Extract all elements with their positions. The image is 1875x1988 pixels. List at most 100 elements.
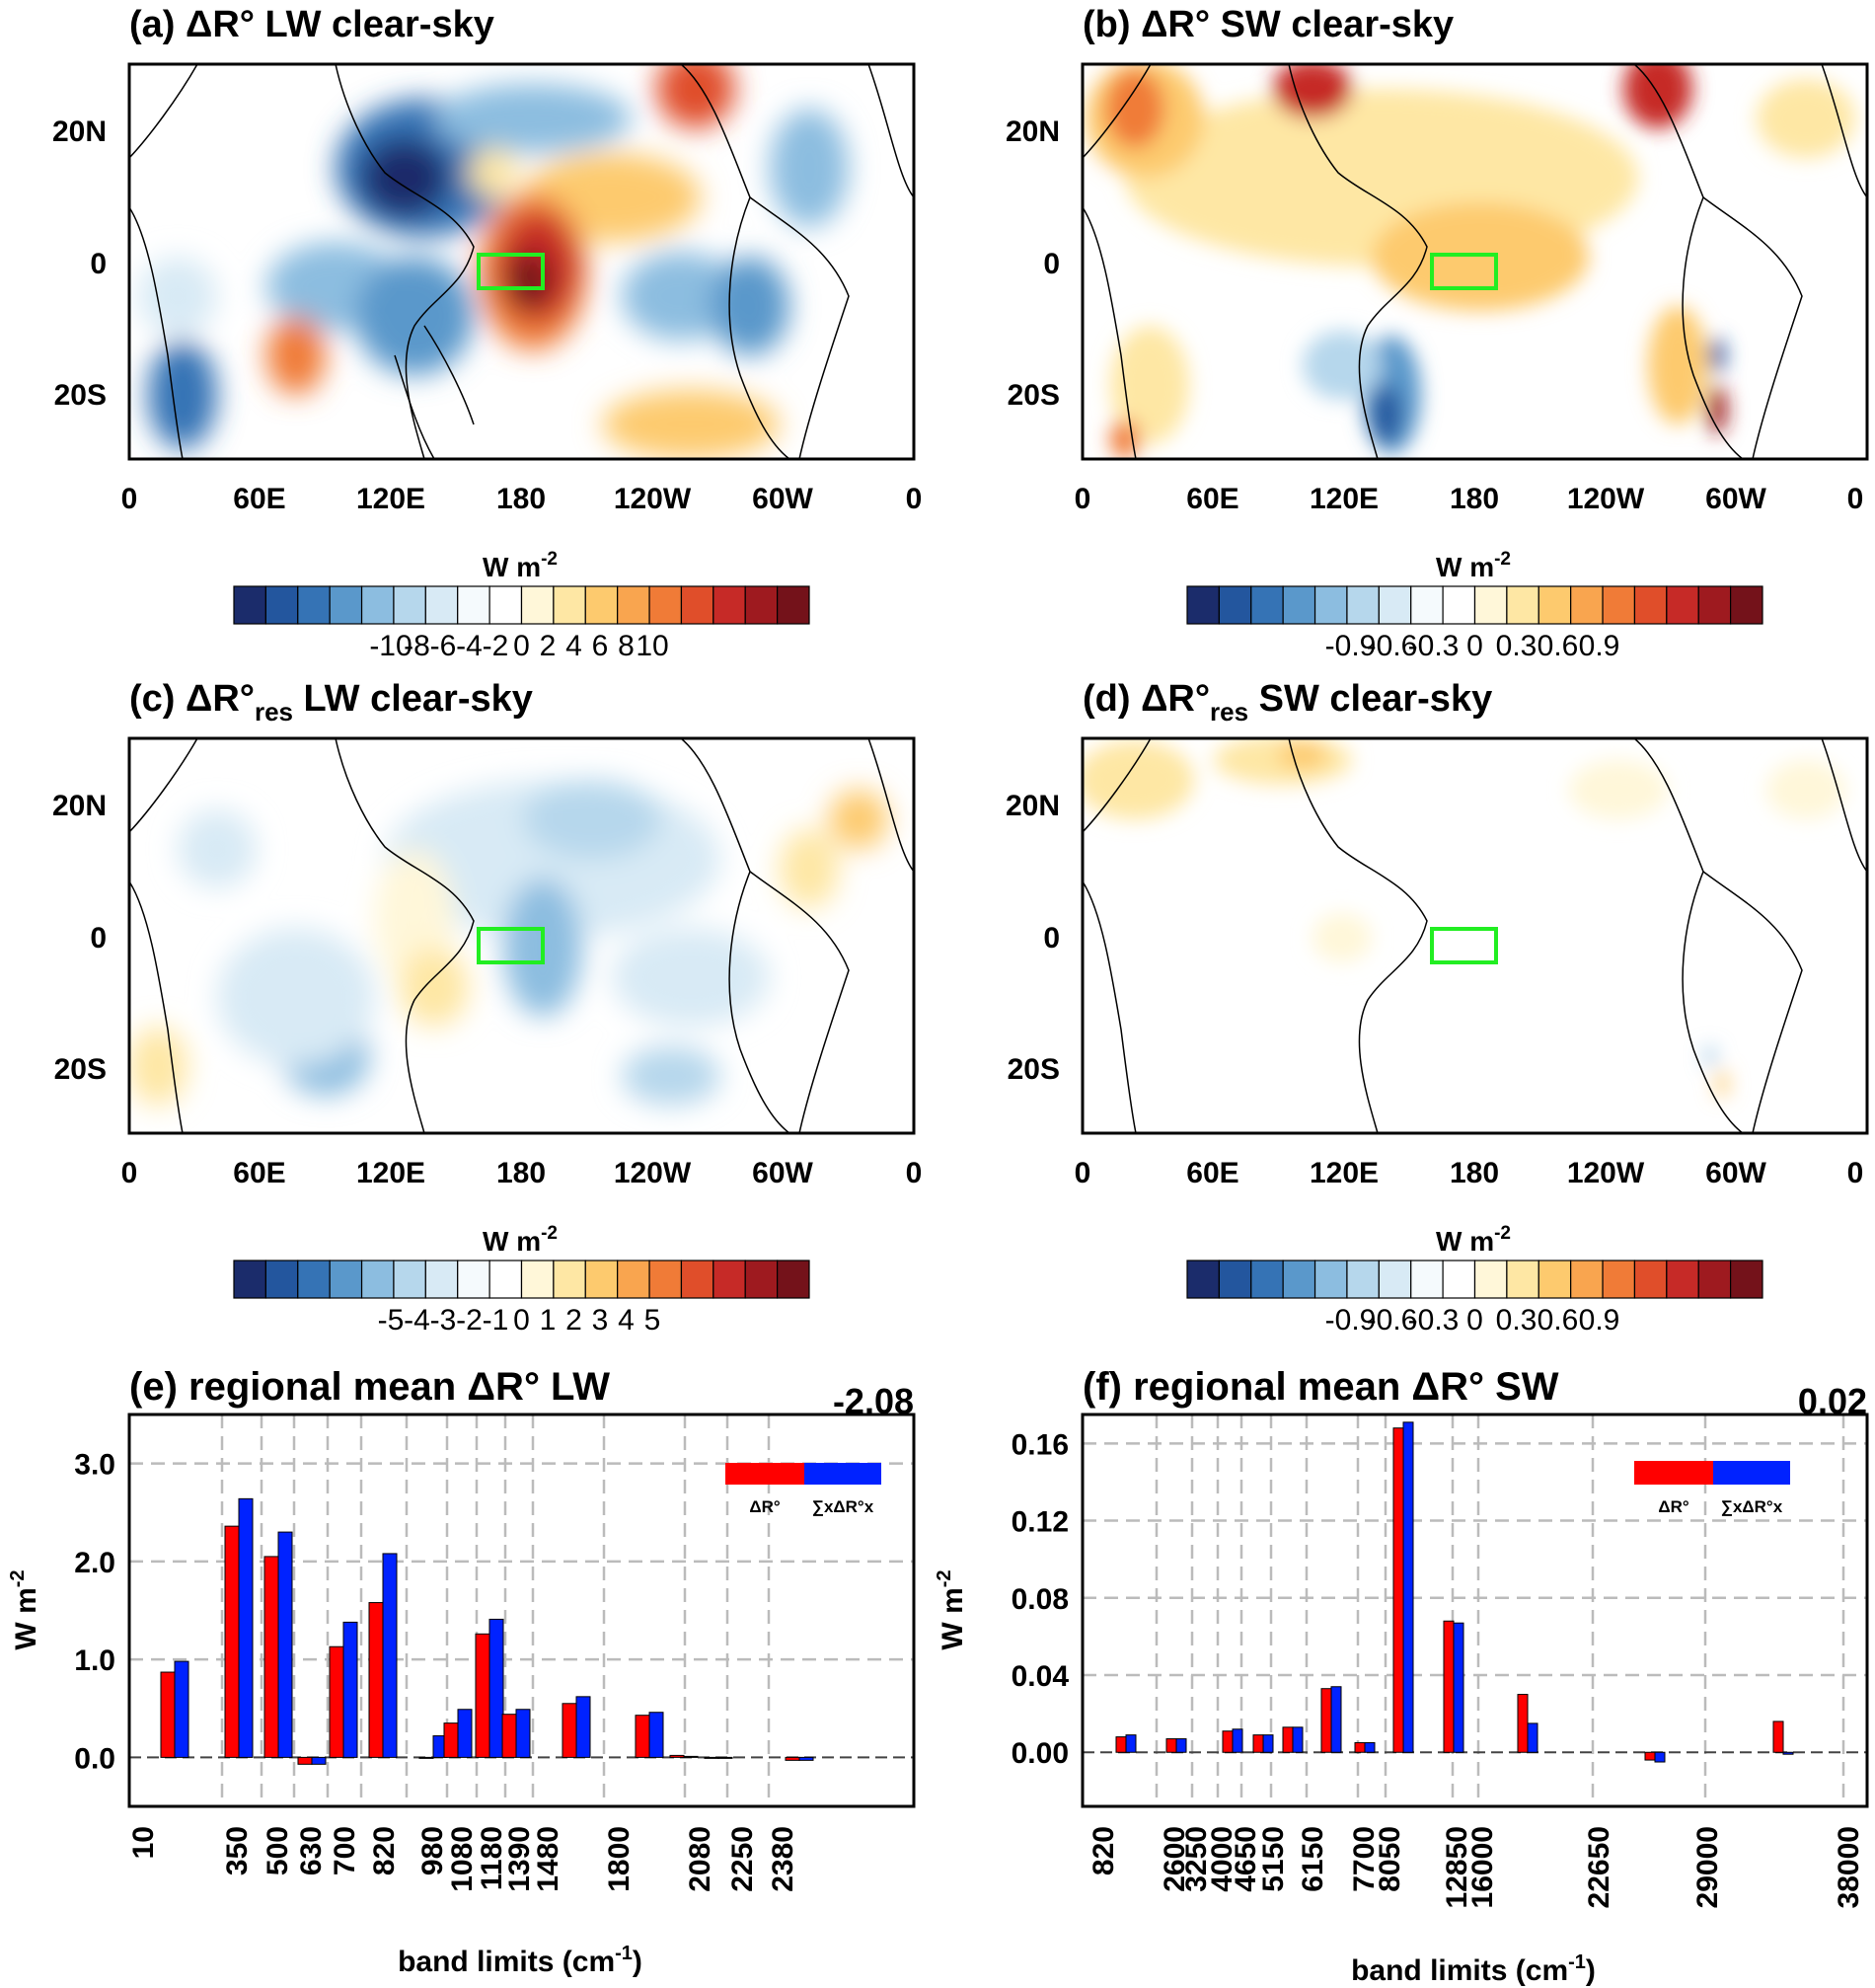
- bar-sum: [1175, 1738, 1187, 1753]
- colorbar-swatch: [457, 1260, 490, 1299]
- bar-dr: [1443, 1620, 1455, 1753]
- colorbar-swatch: [1506, 585, 1539, 625]
- colorbar-swatch: [777, 1260, 810, 1299]
- bar-dr: [501, 1714, 517, 1758]
- bar-dr: [297, 1756, 313, 1765]
- lat-tick: 20N: [52, 790, 107, 822]
- x-tick-label: 820: [1088, 1826, 1120, 1875]
- colorbar-tick: -10: [369, 630, 412, 662]
- lat-tick: 20N: [52, 115, 107, 148]
- legend-swatch-blue: [1713, 1461, 1790, 1485]
- lon-tick: 120W: [1567, 1157, 1645, 1189]
- colorbar-tick: -5: [378, 1304, 405, 1337]
- colorbar-tick: 0.9: [1579, 1304, 1620, 1337]
- lon-ticks: 0 60E 120E 180 120W 60W 0: [121, 1157, 923, 1189]
- colorbar-tick: -0.3: [1408, 1304, 1460, 1337]
- bar-sum: [1527, 1722, 1538, 1753]
- bar-sum: [1262, 1734, 1274, 1753]
- colorbar-swatch: [1218, 585, 1252, 625]
- lon-tick: 60W: [1705, 483, 1766, 515]
- coastlines: [129, 64, 914, 459]
- bar-sum: [1364, 1741, 1376, 1753]
- lon-tick: 0: [906, 483, 923, 515]
- colorbar-tick: -0.9: [1325, 1304, 1377, 1337]
- colorbar-swatch: [264, 585, 299, 625]
- lat-tick: 0: [1043, 922, 1060, 955]
- map-title: (c) ΔR°res LW clear-sky: [129, 678, 533, 726]
- bar-dr: [669, 1754, 685, 1758]
- lon-tick: 120W: [614, 483, 692, 515]
- x-tick-label: 2080: [684, 1826, 716, 1892]
- bar-dr: [1517, 1694, 1529, 1753]
- colorbar-tick: -0.3: [1408, 630, 1460, 662]
- colorbar-swatch: [1666, 585, 1699, 625]
- bar-dr: [329, 1645, 344, 1758]
- legend: ΔR° ∑xΔR°x: [1634, 1461, 1790, 1516]
- lon-tick: 120E: [1310, 1157, 1379, 1189]
- bar-chart-f: (f) regional mean ΔR° SW 0.02 0.000.040.…: [934, 1365, 1869, 1987]
- x-tick-label: 29000: [1691, 1826, 1724, 1908]
- lat-tick: 20S: [1008, 379, 1060, 412]
- colorbar-swatch: [1218, 1260, 1252, 1299]
- map-title: (d) ΔR°res SW clear-sky: [1083, 678, 1492, 726]
- colorbar: -0.9-0.6-0.3 0 0.3 0.6 0.9: [1186, 585, 1763, 662]
- colorbar-swatch: [457, 585, 490, 625]
- bar-sum: [575, 1696, 591, 1758]
- bar-sum: [311, 1756, 327, 1765]
- colorbar-tick: -2: [456, 1304, 483, 1337]
- map-title: (b) ΔR° SW clear-sky: [1083, 4, 1454, 45]
- colorbar-swatch: [1346, 585, 1380, 625]
- lon-tick: 120E: [356, 483, 425, 515]
- colorbar-swatch: [233, 585, 266, 625]
- x-tick-label: 3250: [1180, 1826, 1213, 1892]
- colorbar-swatch: [329, 1260, 363, 1299]
- colorbar-tick: 0.6: [1538, 1304, 1579, 1337]
- lon-tick: 180: [1450, 1157, 1499, 1189]
- bar-sum: [342, 1621, 358, 1758]
- colorbar-swatch: [1378, 585, 1412, 625]
- region-box: [477, 927, 545, 964]
- x-tick-label: 700: [329, 1826, 361, 1875]
- lon-tick: 180: [1450, 483, 1499, 515]
- map-frame: [1081, 736, 1869, 1135]
- colorbar-swatch: [360, 1260, 395, 1299]
- colorbar-swatch: [393, 1260, 426, 1299]
- bar-dr: [224, 1525, 240, 1758]
- colorbar-swatch: [1506, 1260, 1539, 1299]
- colorbar-unit: W m-2: [483, 1223, 558, 1257]
- colorbar-swatch: [1697, 1260, 1732, 1299]
- colorbar-tick: 2: [565, 1304, 582, 1337]
- lat-ticks: 20N 0 20S: [1006, 115, 1060, 412]
- colorbar-tick: -0.6: [1367, 1304, 1418, 1337]
- y-tick-label: 0.00: [1012, 1737, 1069, 1770]
- lon-tick: 60E: [1186, 1157, 1238, 1189]
- lon-tick: 0: [121, 483, 138, 515]
- lon-tick: 120E: [356, 1157, 425, 1189]
- colorbar-swatch: [393, 585, 426, 625]
- x-tick-label: 980: [416, 1826, 449, 1875]
- x-tick-label: 630: [295, 1826, 328, 1875]
- legend-label: ΔR°: [1658, 1497, 1688, 1516]
- bar-sum: [1125, 1734, 1137, 1753]
- bar-sum: [488, 1618, 504, 1758]
- bar-dr: [1392, 1427, 1404, 1753]
- lat-ticks: 20N 0 20S: [52, 790, 107, 1086]
- x-tick-label: 350: [221, 1826, 254, 1875]
- lon-tick: 180: [496, 483, 546, 515]
- colorbar-swatch: [329, 585, 363, 625]
- bars: [1115, 1421, 1794, 1763]
- colorbar-swatch: [1473, 585, 1508, 625]
- bars: [160, 1497, 814, 1765]
- map-panel-a: (a) ΔR° LW clear-sky: [52, 4, 922, 662]
- bar-sum: [174, 1660, 189, 1758]
- colorbar-tick: -6: [430, 630, 457, 662]
- bar-sum: [238, 1497, 254, 1758]
- colorbar-tick: -2: [483, 630, 509, 662]
- colorbar-tick: -1: [483, 1304, 509, 1337]
- bar-sum: [1654, 1751, 1666, 1763]
- colorbar-tick: -3: [430, 1304, 457, 1337]
- bar-dr: [368, 1602, 384, 1758]
- colorbar-swatch: [648, 585, 683, 625]
- x-tick-label: 820: [368, 1826, 401, 1875]
- bar-dr: [1115, 1736, 1127, 1753]
